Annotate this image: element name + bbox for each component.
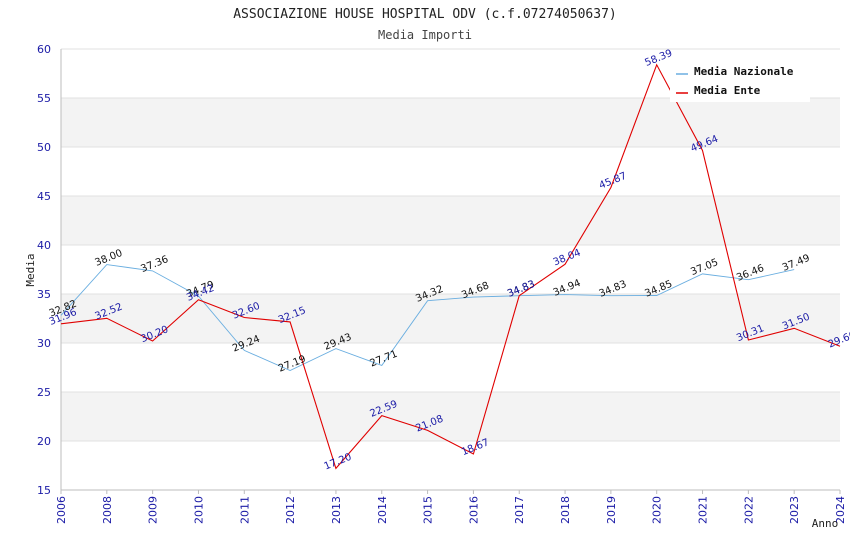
y-axis-ticks: 15 20 25 30 35 40 45 50 55 60	[37, 43, 51, 497]
series-lines	[60, 63, 841, 470]
grid-band	[61, 392, 840, 441]
x-tick-label: 2015	[422, 496, 435, 524]
y-tick-label: 20	[37, 435, 51, 448]
x-tick-label: 2013	[330, 496, 343, 524]
x-tick-label: 2018	[559, 496, 572, 524]
x-tick-label: 2021	[697, 496, 710, 524]
grid-band	[61, 245, 840, 294]
x-tick-label: 2020	[651, 496, 664, 524]
x-tick-label: 2022	[742, 496, 755, 524]
chart-title: ASSOCIAZIONE HOUSE HOSPITAL ODV (c.f.072…	[233, 7, 617, 22]
legend: Media Nazionale Media Ente	[670, 60, 810, 102]
x-tick-label: 2008	[101, 496, 114, 524]
x-tick-label: 2006	[55, 496, 68, 524]
y-tick-label: 60	[37, 43, 51, 56]
x-tick-label: 2010	[192, 496, 205, 524]
grid-bands	[61, 48, 840, 491]
y-tick-label: 25	[37, 386, 51, 399]
x-tick-label: 2012	[284, 496, 297, 524]
x-tick-label: 2009	[147, 496, 160, 524]
x-tick-label: 2014	[376, 496, 389, 524]
y-tick-label: 50	[37, 141, 51, 154]
x-tick-label: 2011	[238, 496, 251, 524]
legend-background	[670, 60, 810, 102]
x-axis-ticks: 2006 2008 2009 2010 2011 2012 2013 2014 2015 2016…	[55, 490, 847, 524]
grid-band	[61, 196, 840, 245]
y-tick-label: 40	[37, 239, 51, 252]
y-tick-label: 15	[37, 484, 51, 497]
x-tick-label: 2023	[788, 496, 801, 524]
y-tick-label: 35	[37, 288, 51, 301]
series-line-media-ente	[60, 63, 841, 470]
chart-subtitle: Media Importi	[378, 28, 472, 42]
y-tick-label: 45	[37, 190, 51, 203]
y-axis-label: Media	[24, 253, 37, 286]
legend-label-media-nazionale: Media Nazionale	[694, 65, 794, 78]
grid-band	[61, 343, 840, 392]
y-tick-label: 30	[37, 337, 51, 350]
x-tick-label: 2019	[605, 496, 618, 524]
grid-band	[61, 441, 840, 490]
series-line-media-nazionale	[60, 264, 795, 371]
x-axis-label: Anno	[812, 517, 839, 530]
x-tick-label: 2016	[467, 496, 480, 524]
grid-band	[61, 147, 840, 196]
legend-label-media-ente: Media Ente	[694, 84, 761, 97]
x-tick-label: 2017	[513, 496, 526, 524]
y-tick-label: 55	[37, 92, 51, 105]
axes	[60, 49, 840, 491]
x-tick-label: 2024	[834, 496, 847, 524]
grid-band	[61, 294, 840, 343]
grid-band	[61, 98, 840, 147]
